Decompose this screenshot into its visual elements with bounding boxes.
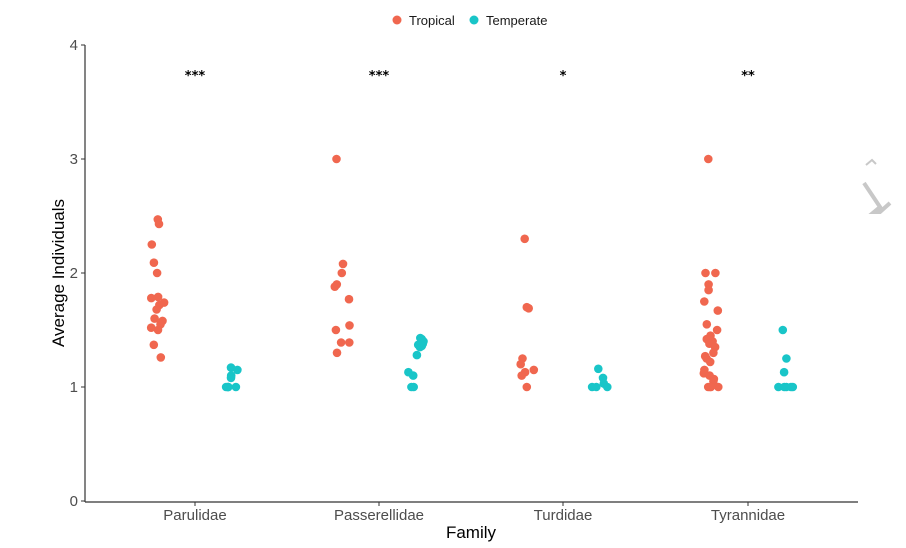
data-point-tropical [706,382,716,392]
data-point-tropical [153,292,163,302]
legend-marker-tropical [392,15,402,25]
data-point-temperate [782,382,791,392]
data-point-tropical [704,154,713,164]
data-point-temperate [778,325,788,335]
data-point-tropical [152,305,161,314]
data-point-tropical [147,240,157,249]
data-point-temperate [594,364,603,374]
legend-label-temperate: Temperate [486,13,547,28]
data-point-tropical [524,304,533,313]
data-point-tropical [154,219,164,229]
data-point-tropical [149,258,159,268]
data-points [146,154,798,392]
y-axis-title: Average Individuals [49,199,68,347]
y-tick-label: 1 [70,379,78,396]
legend: Tropical Temperate [392,13,547,28]
data-point-tropical [516,359,525,369]
data-point-tropical [520,234,529,244]
data-point-tropical [713,306,723,315]
data-point-tropical [156,353,166,362]
data-point-tropical [345,321,354,330]
data-point-tropical [529,365,539,375]
y-tick-label: 3 [70,151,78,168]
data-point-tropical [522,382,532,392]
data-point-temperate [233,365,242,375]
data-point-tropical [146,323,156,333]
x-tick-label: Tyrannidae [711,507,785,524]
data-point-temperate [587,382,597,392]
y-tick-label: 0 [70,493,78,510]
significance-label: *** [185,69,206,84]
data-point-tropical [152,268,162,278]
data-point-tropical [153,325,163,335]
data-point-temperate [224,382,233,392]
data-point-tropical [149,340,159,350]
data-point-temperate [413,340,423,350]
data-point-tropical [345,338,354,347]
significance-labels: *** *** * ** [185,69,755,84]
data-point-temperate [774,382,783,392]
data-point-tropical [517,371,526,380]
data-point-temperate [408,371,418,380]
significance-label: * [560,69,567,84]
x-ticks: Parulidae Passerellidae Turdidae Tyrannidae [163,502,785,524]
data-point-tropical [700,297,709,306]
x-axis-title: Family [446,523,497,542]
data-point-tropical [332,154,341,164]
watermark-fragment [862,158,892,214]
data-point-tropical [150,314,159,323]
significance-label: *** [369,69,390,84]
data-point-tropical [332,348,342,358]
legend-marker-temperate [469,15,479,25]
x-tick-label: Parulidae [163,507,226,524]
data-point-tropical [701,268,710,278]
x-tick-label: Turdidae [534,507,593,524]
data-point-temperate [226,373,236,383]
data-point-tropical [709,348,718,358]
data-point-tropical [714,382,723,392]
data-point-tropical [344,294,354,304]
data-point-tropical [711,268,720,278]
data-point-temperate [603,382,612,392]
data-point-tropical [704,285,713,295]
data-point-tropical [338,259,348,269]
data-point-tropical [705,357,715,367]
data-point-temperate [779,367,789,377]
y-ticks: 0 1 2 3 4 [70,37,85,510]
legend-label-tropical: Tropical [409,13,455,28]
x-tick-label: Passerellidae [334,507,424,524]
data-point-tropical [331,325,341,335]
data-point-tropical [337,268,347,278]
data-point-temperate [412,350,422,360]
data-point-tropical [702,320,712,329]
data-point-temperate [782,354,791,363]
data-point-tropical [712,325,722,335]
y-tick-label: 4 [70,37,78,54]
data-point-tropical [330,282,340,292]
data-point-temperate [231,382,241,392]
significance-label: ** [741,69,755,84]
data-point-temperate [407,382,416,392]
y-tick-label: 2 [70,265,78,282]
data-point-tropical [147,293,156,303]
data-point-tropical [336,338,346,347]
